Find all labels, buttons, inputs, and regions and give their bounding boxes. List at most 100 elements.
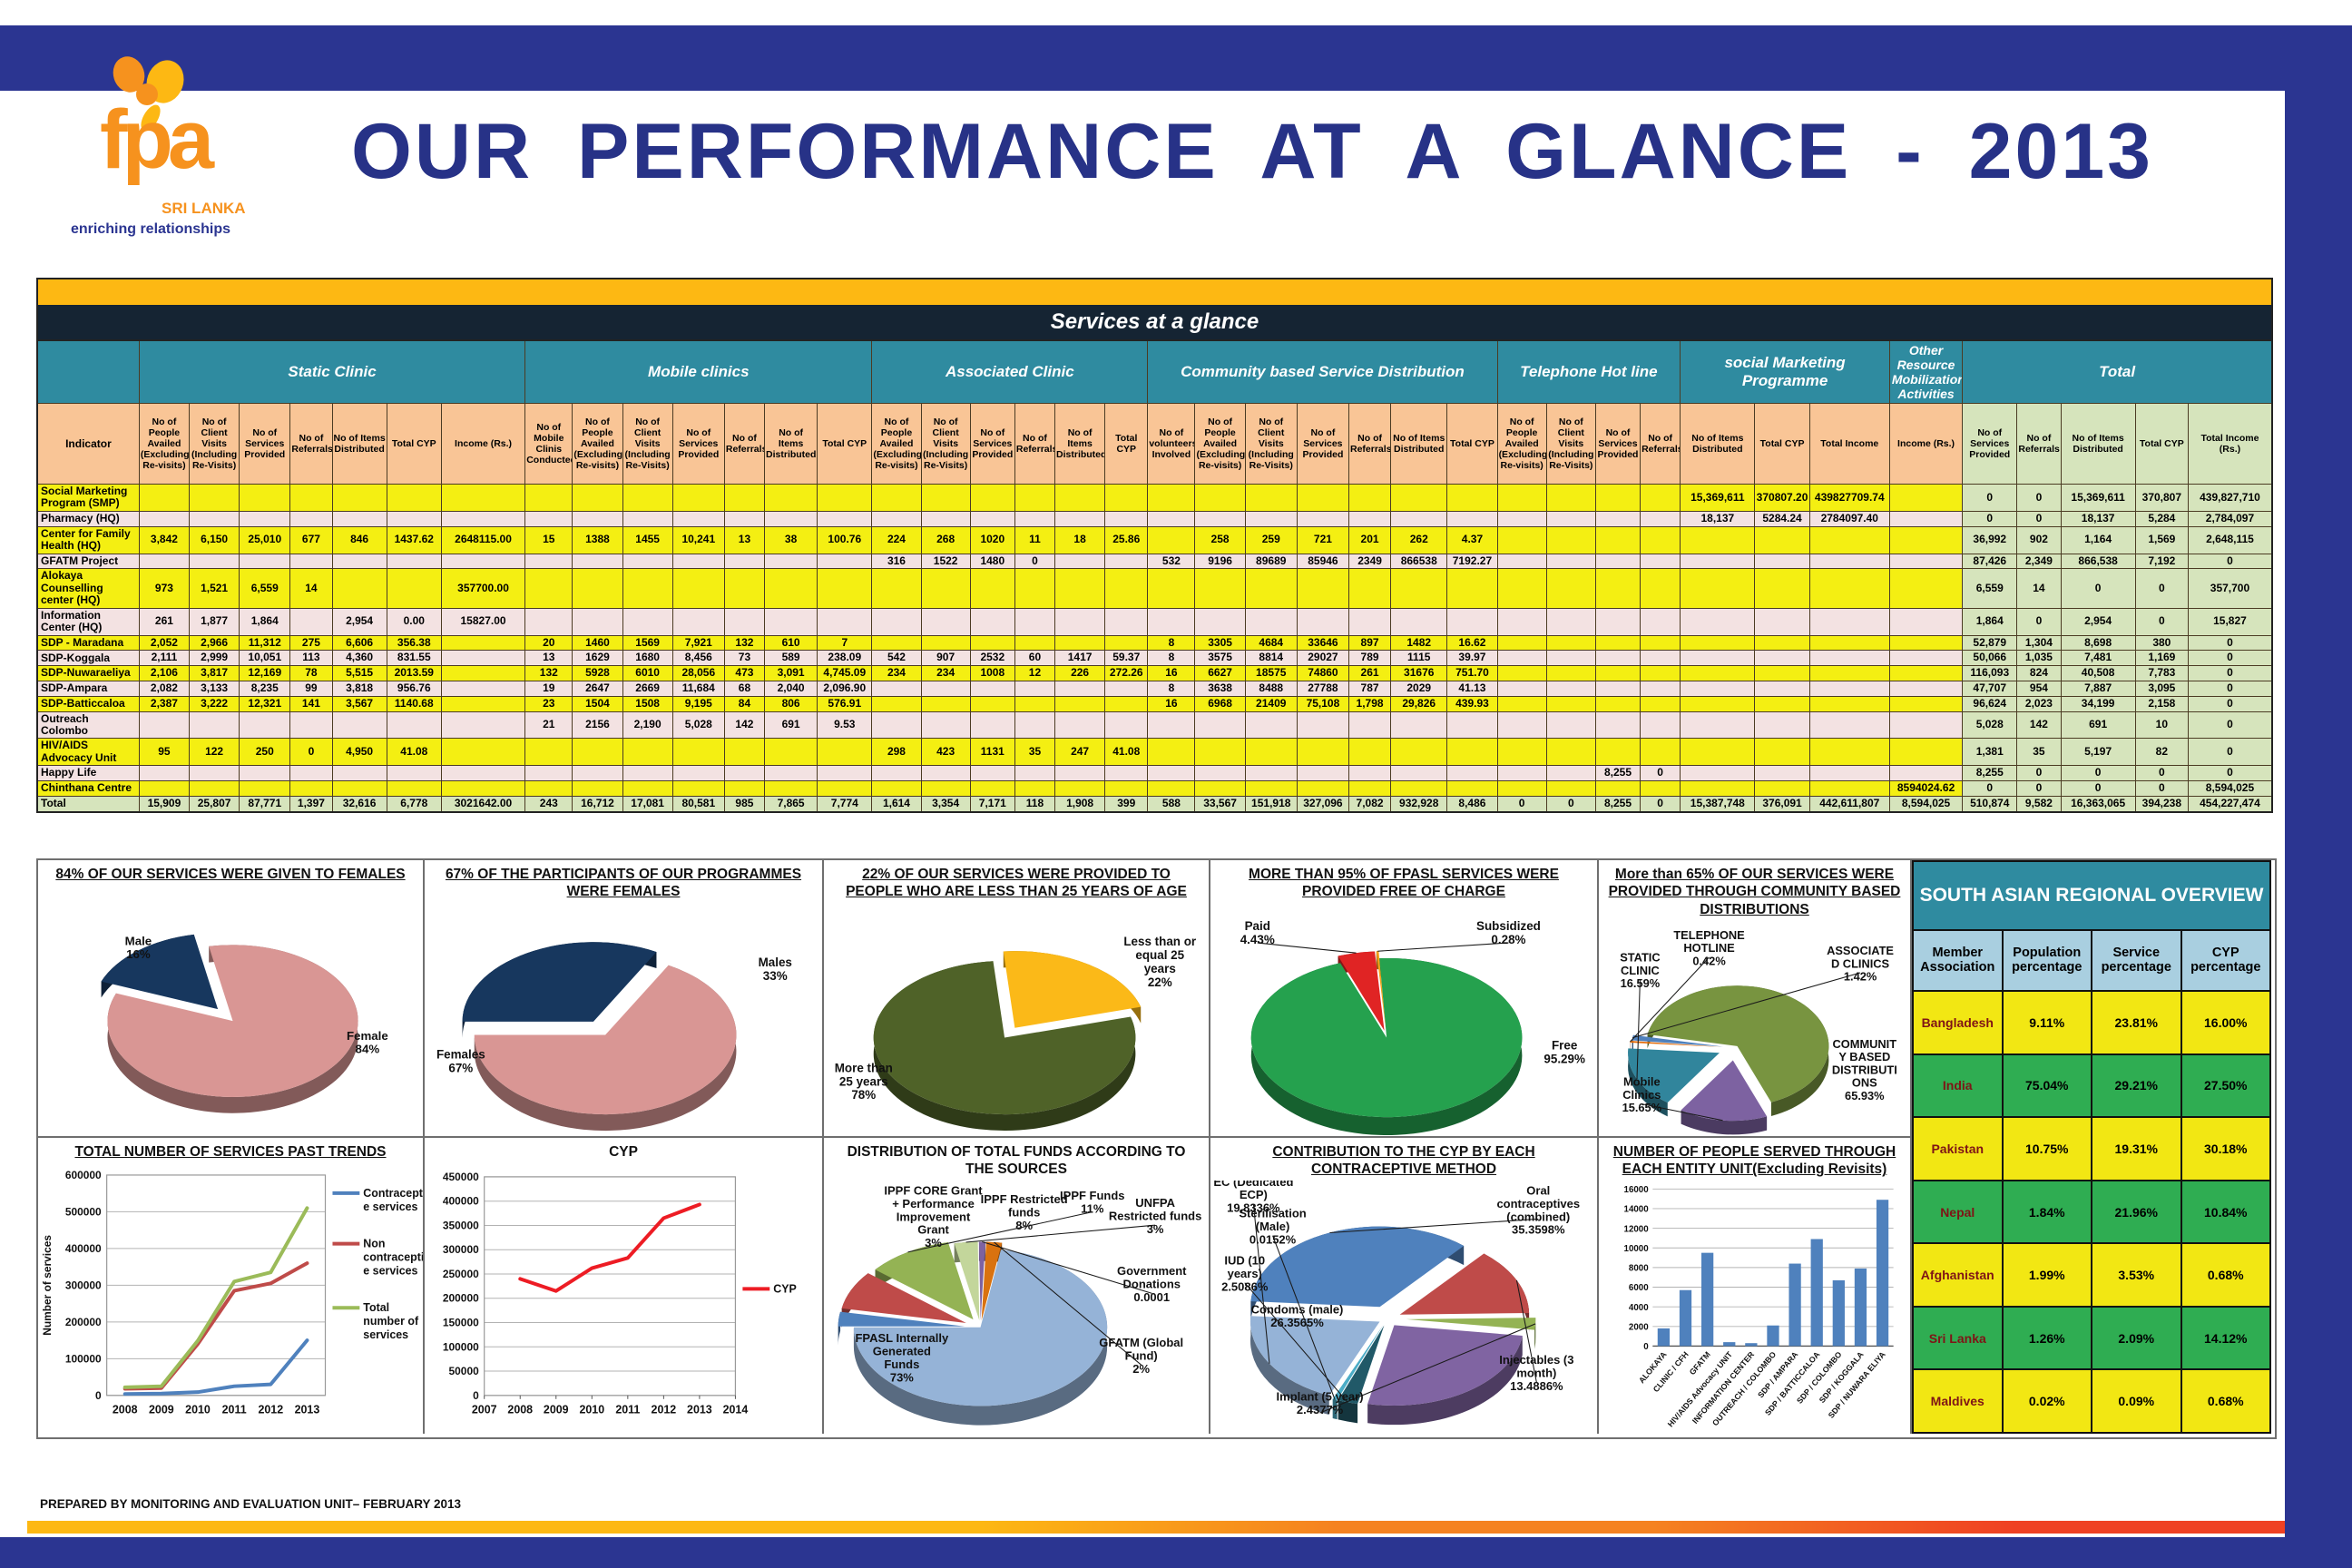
table-cell — [1014, 680, 1056, 697]
table-cell: 2,023 — [2016, 695, 2062, 712]
table-cell — [1545, 695, 1596, 712]
right-band — [2285, 25, 2352, 1568]
table-cell — [1640, 553, 1681, 570]
svg-text:0: 0 — [473, 1389, 479, 1402]
table-cell: 1480 — [969, 553, 1015, 570]
table-cell — [723, 553, 766, 570]
table-cell: 316 — [871, 553, 922, 570]
panel-services-trends: TOTAL NUMBER OF SERVICES PAST TRENDS 0 10… — [38, 1138, 425, 1434]
table-cell: 3,818 — [331, 680, 387, 697]
table-cell: 7 — [817, 634, 873, 652]
row-label: SDP-Koggala — [36, 650, 140, 667]
table-cell — [1888, 568, 1964, 609]
table-cell — [1888, 607, 1964, 636]
table-cell: 8,456 — [671, 650, 725, 667]
table-cell — [1390, 607, 1448, 636]
column-header: No of Services Provided — [671, 403, 725, 485]
svg-text:300000: 300000 — [443, 1244, 479, 1257]
table-cell — [920, 510, 971, 527]
table-cell: 0 — [1962, 510, 2018, 527]
table-cell — [1496, 484, 1547, 512]
table-cell — [1754, 568, 1810, 609]
table-cell — [1680, 634, 1756, 652]
table-cell: 1508 — [622, 695, 673, 712]
table-cell: 6010 — [622, 665, 673, 681]
table-cell — [1640, 680, 1681, 697]
table-row: GFATM Project 316 1522 1480 0 532 9196 89689 859… — [36, 553, 2273, 570]
table-cell — [1104, 510, 1149, 527]
table-cell: 439.93 — [1446, 695, 1498, 712]
table-cell: 1437.62 — [386, 525, 442, 554]
table-cell: 3575 — [1194, 650, 1246, 667]
country-name: Maldives — [1912, 1368, 2004, 1434]
country-name: Pakistan — [1912, 1116, 2004, 1181]
table-cell: 2532 — [969, 650, 1015, 667]
table-cell: 38 — [764, 525, 818, 554]
table-cell — [524, 765, 573, 782]
table-cell — [1808, 568, 1890, 609]
table-cell: 99 — [289, 680, 333, 697]
table-cell — [622, 510, 673, 527]
table-cell — [1680, 765, 1756, 782]
table-cell: 75,108 — [1296, 695, 1350, 712]
svg-text:Number of services: Number of services — [41, 1235, 54, 1336]
table-cell: 0 — [2060, 765, 2136, 782]
table-cell — [386, 780, 442, 797]
table-cell — [524, 510, 573, 527]
table-cell: 0 — [1496, 795, 1547, 813]
table-cell: 18,137 — [1680, 510, 1756, 527]
table-cell: 442,611,807 — [1808, 795, 1890, 813]
country-name: Bangladesh — [1912, 990, 2004, 1055]
table-cell — [871, 765, 922, 782]
column-header: No of Items Distributed — [1680, 403, 1756, 485]
panel-channel-services: More than 65% OF OUR SERVICES WERE PROVI… — [1599, 860, 1912, 1138]
svg-text:400000: 400000 — [65, 1242, 102, 1255]
table-cell: 41.08 — [1104, 738, 1149, 767]
table-cell — [1054, 710, 1106, 740]
table-cell: 357,700 — [2187, 568, 2273, 609]
table-row: Total 15,909 25,807 87,771 1,397 32,616 6,778 3… — [36, 795, 2273, 813]
table-cell: 40,508 — [2060, 665, 2136, 681]
table-cell: 33,567 — [1194, 795, 1246, 813]
table-cell — [138, 710, 191, 740]
panel-funds-sources: DISTRIBUTION OF TOTAL FUNDS ACCORDING TO… — [824, 1138, 1210, 1434]
svg-text:50000: 50000 — [449, 1365, 480, 1377]
table-cell — [1348, 710, 1392, 740]
table-cell: 1131 — [969, 738, 1015, 767]
column-header: No of People Availed (Excluding Re-visit… — [572, 403, 623, 485]
svg-text:350000: 350000 — [443, 1220, 479, 1232]
table-cell: 13 — [524, 650, 573, 667]
column-header: No of Referrals — [289, 403, 333, 485]
table-cell: 2,784,097 — [2187, 510, 2273, 527]
table-cell: 247 — [1054, 738, 1106, 767]
table-cell — [1680, 665, 1756, 681]
table-cell: 6627 — [1194, 665, 1246, 681]
table-cell: 2,349 — [2016, 553, 2062, 570]
table-cell — [440, 710, 526, 740]
table-cell — [1888, 665, 1964, 681]
table-cell — [1754, 525, 1810, 554]
table-cell — [572, 510, 623, 527]
table-row: SDP-Koggala 2,111 2,999 10,051 113 4,360 831.5… — [36, 650, 2273, 667]
table-cell — [1194, 568, 1246, 609]
regional-row: Maldives 0.02% 0.09% 0.68% — [1912, 1368, 2271, 1434]
table-cell: 113 — [289, 650, 333, 667]
table-cell — [1754, 650, 1810, 667]
table-cell: 789 — [1348, 650, 1392, 667]
channel-services-pie: ASSOCIATE D CLINICS 1.42% COMMUNIT Y BASED DI… — [1599, 920, 1910, 1136]
table-cell — [1680, 553, 1756, 570]
table-cell — [1390, 780, 1448, 797]
table-cell — [969, 607, 1015, 636]
table-cell: 18,137 — [2060, 510, 2136, 527]
table-cell — [440, 665, 526, 681]
table-cell — [969, 680, 1015, 697]
row-label: SDP - Maradana — [36, 634, 140, 652]
table-cell — [1888, 765, 1964, 782]
table-cell — [572, 568, 623, 609]
